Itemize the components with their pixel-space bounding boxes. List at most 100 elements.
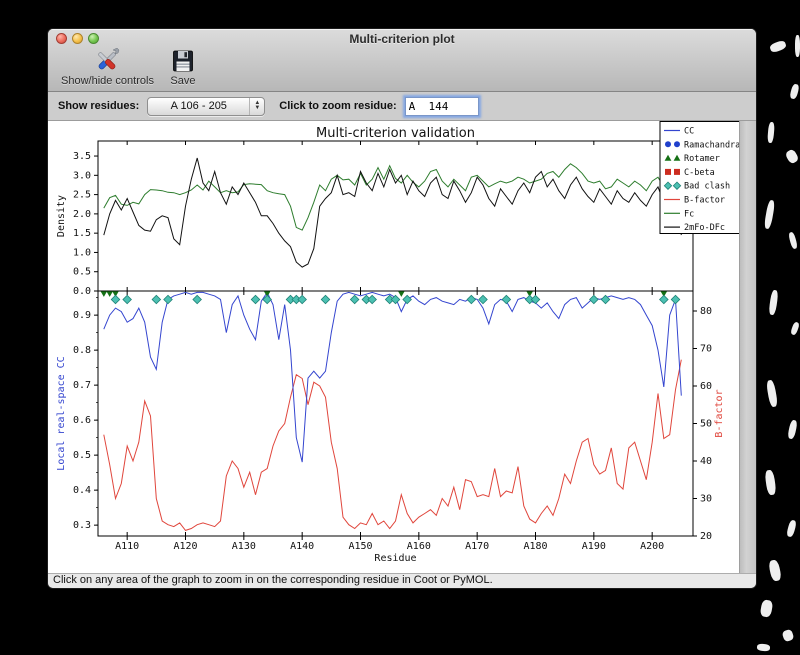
scan-artifact [767,559,783,582]
fc-line [103,163,682,231]
svg-text:2.0: 2.0 [73,209,91,220]
scan-artifact [768,289,779,316]
show-residues-value: A 106 - 205 [170,100,227,112]
bad-clash-marker [670,294,681,305]
rotamer-marker [398,291,405,297]
legend-label: Fc [684,209,694,219]
scan-artifact [785,519,798,538]
stepper-arrows-icon: ▲ ▼ [249,97,264,115]
scan-artifact [784,148,800,165]
svg-text:A130: A130 [232,541,256,552]
bad-clash-marker [110,294,121,305]
scan-artifact [763,199,776,230]
scan-artifact [756,643,771,652]
svg-text:80: 80 [700,306,712,317]
scan-artifact [789,321,800,336]
legend-label: Rotamer [684,154,720,164]
svg-text:1.5: 1.5 [73,228,91,239]
svg-text:A200: A200 [640,541,664,552]
scan-artifact [795,35,800,57]
svg-text:0.9: 0.9 [73,310,91,321]
bad-clash-marker [163,294,173,305]
svg-text:70: 70 [700,343,712,354]
status-message: Click on any area of the graph to zoom i… [53,574,493,586]
window-title: Multi-criterion plot [349,32,455,46]
svg-text:3.5: 3.5 [73,151,91,162]
svg-text:A150: A150 [348,541,372,552]
scan-artifact [759,599,774,618]
zoom-button[interactable] [88,33,99,44]
multi-criterion-plot-window: Multi-criterion plot Show/hide controls [47,28,757,589]
legend-label: B-factor [684,196,725,206]
svg-text:0.5: 0.5 [73,450,91,461]
bfactor-line [103,359,682,531]
scan-artifact [789,83,800,100]
svg-text:A120: A120 [173,541,197,552]
window-chrome: Multi-criterion plot Show/hide controls [48,29,756,92]
svg-text:1.0: 1.0 [73,247,91,258]
legend-label: CC [684,127,694,137]
bad-clash-marker [589,294,599,305]
titlebar[interactable]: Multi-criterion plot [48,29,756,48]
legend-box [659,121,746,234]
zoom-residue-label: Click to zoom residue: [279,100,397,112]
svg-text:40: 40 [700,456,712,467]
bad-clash-marker [501,294,512,305]
svg-text:A140: A140 [290,541,314,552]
svg-text:0.7: 0.7 [73,380,91,391]
bad-clash-marker [262,294,272,305]
rotamer-marker [526,291,533,297]
svg-text:A190: A190 [582,541,606,552]
cc-line [103,291,682,463]
bad-clash-marker [530,294,541,305]
scrollbar[interactable] [739,121,756,574]
close-button[interactable] [56,33,67,44]
bad-clash-marker [250,294,261,305]
rotamer-marker [263,291,271,297]
show-hide-controls-button[interactable]: Show/hide controls [61,48,154,87]
bad-clash-marker [600,294,611,305]
scan-artifact [781,628,795,643]
bad-clash-marker [390,294,401,305]
save-label: Save [170,75,196,87]
rotamer-marker [106,291,113,297]
bad-clash-marker [291,294,302,305]
2mfo-dfc-line [103,157,682,268]
scan-artifact [787,231,799,250]
show-residues-dropdown[interactable]: A 106 - 205 ▲ ▼ [147,96,266,116]
show-residues-label: Show residues: [58,100,140,112]
cc-axis-label: Local real-space CC [56,356,67,470]
bad-clash-marker [466,294,477,305]
bfactor-axis-label: B-factor [714,389,725,437]
minimize-button[interactable] [72,33,83,44]
show-hide-controls-label: Show/hide controls [61,75,154,87]
svg-text:2.5: 2.5 [73,190,91,201]
controls-row: Show residues: A 106 - 205 ▲ ▼ Click to z… [48,92,756,121]
svg-text:0.4: 0.4 [73,485,91,496]
bad-clash-marker [478,294,488,305]
bad-clash-marker [361,294,372,305]
rotamer-marker [112,291,119,297]
bad-clash-marker [524,294,535,305]
scan-artifact [787,419,798,440]
svg-text:20: 20 [700,531,712,542]
legend-label: 2mFo-DFc [684,223,725,233]
save-button[interactable]: Save [170,48,196,87]
plot-canvas: Multi-criterion validation A110 A120 A130 A1… [48,121,756,574]
zoom-residue-input[interactable] [404,96,479,116]
svg-text:A170: A170 [465,541,489,552]
rotamer-marker [100,291,108,297]
legend-label: Bad clash [684,182,730,192]
bad-clash-marker [384,294,395,305]
bad-clash-marker [192,294,202,305]
svg-text:30: 30 [700,493,712,504]
crossed-tools-icon [98,48,120,70]
svg-text:A110: A110 [115,541,139,552]
legend-label: C-beta [684,168,715,178]
validation-plot[interactable]: Multi-criterion validation A110 A120 A130 A1… [48,121,746,581]
svg-text:A180: A180 [523,541,547,552]
legend-label: Ramachandran [684,140,742,150]
svg-text:Residue: Residue [374,553,416,564]
bad-clash-marker [297,294,307,305]
svg-text:A160: A160 [407,541,431,552]
